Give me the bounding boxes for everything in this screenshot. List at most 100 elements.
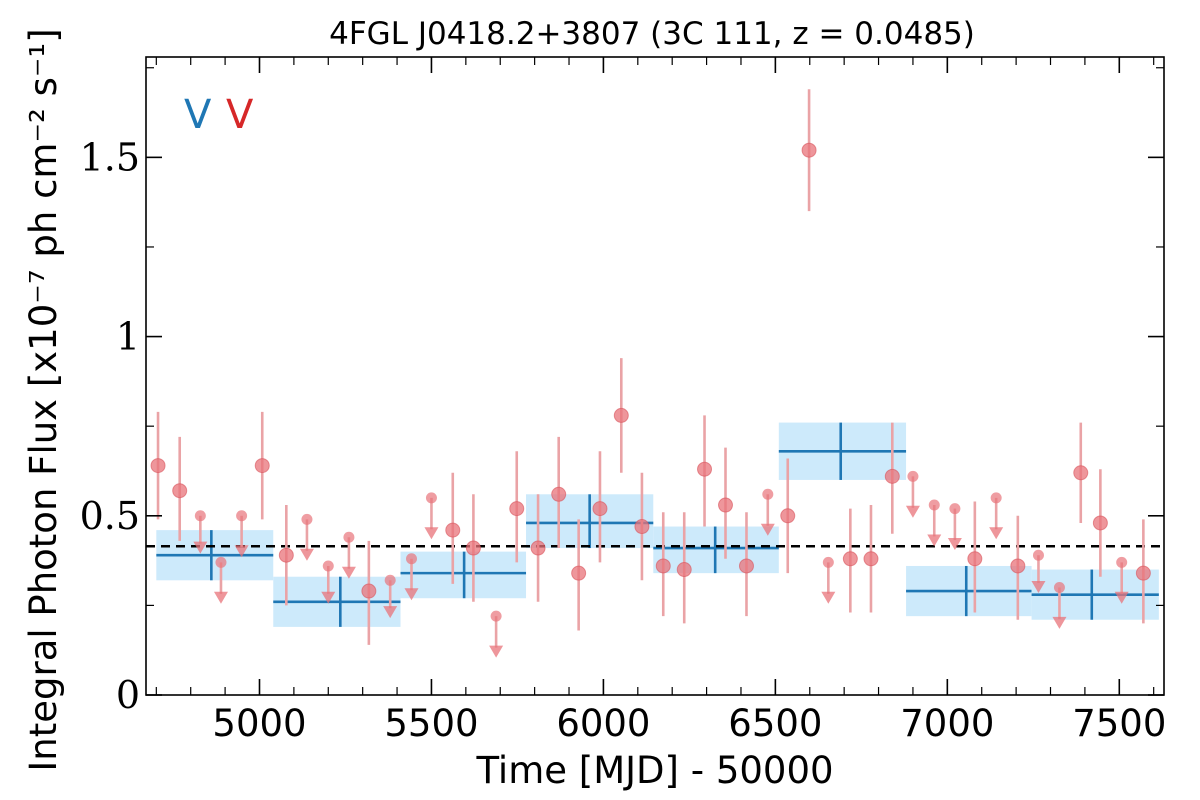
upper-limit-arrow xyxy=(1114,591,1129,604)
upper-limit-arrow xyxy=(1031,581,1046,594)
upper-limit-arrow xyxy=(989,527,1004,540)
flux-point-12 xyxy=(613,358,629,473)
y-tick-label: 0.5 xyxy=(80,494,140,538)
point-marker xyxy=(884,468,900,484)
point-marker xyxy=(571,565,587,581)
point-marker xyxy=(655,558,671,574)
y-axis-label: Integral Photon Flux [x10⁻⁷ ph cm⁻² s⁻¹] xyxy=(22,28,65,771)
upper-limit-8 xyxy=(424,492,439,540)
point-marker xyxy=(278,547,294,563)
point-marker xyxy=(465,540,481,556)
block-1 xyxy=(273,576,401,627)
upper-limit-arrow xyxy=(821,591,836,604)
upper-limit-arrow xyxy=(321,591,336,604)
upper-limit-11 xyxy=(905,470,920,518)
flux-point-6 xyxy=(465,494,481,602)
point-marker xyxy=(1010,558,1026,574)
flux-point-27 xyxy=(1092,469,1108,577)
upper-limit-16 xyxy=(1052,581,1067,629)
flux-point-10 xyxy=(571,519,587,631)
upper-limit-2 xyxy=(234,510,249,558)
upper-limit-3 xyxy=(299,513,314,561)
upper-limit-marker xyxy=(822,556,834,568)
upper-limit-arrow xyxy=(927,534,942,547)
flux-point-1 xyxy=(172,436,188,541)
flux-point-21 xyxy=(842,508,858,613)
upper-limit-marker xyxy=(301,513,313,525)
upper-limit-marker xyxy=(322,560,334,572)
point-marker xyxy=(1092,515,1108,531)
chart-title: 4FGL J0418.2+3807 (3C 111, z = 0.0485) xyxy=(329,16,975,52)
upper-limit-1 xyxy=(213,556,228,604)
flux-point-17 xyxy=(718,447,734,559)
upper-limit-marker xyxy=(1116,556,1128,568)
point-marker xyxy=(361,583,377,599)
flux-point-18 xyxy=(738,512,754,617)
flux-point-19 xyxy=(780,458,796,574)
x-tick-label: 7500 xyxy=(1072,702,1166,745)
flux-point-9 xyxy=(551,436,567,549)
flux-point-25 xyxy=(1010,515,1026,620)
point-marker xyxy=(509,501,525,517)
y-tick-label: 1.5 xyxy=(80,135,140,179)
plot-area: 5000 5500 6000 6500 7000 7500 0 0.5 1 1.5 xyxy=(80,56,1166,745)
variability-flag-blue: V xyxy=(184,92,212,138)
flux-point-16 xyxy=(697,415,713,527)
upper-limits xyxy=(193,470,1129,658)
upper-limit-arrow xyxy=(760,523,775,536)
upper-limit-marker xyxy=(194,510,206,522)
upper-limit-arrow xyxy=(404,588,419,601)
upper-limit-arrow xyxy=(234,545,249,558)
variability-flag-red: V xyxy=(226,92,254,138)
x-tick-label: 6500 xyxy=(728,702,822,745)
upper-limit-arrow xyxy=(383,606,398,619)
upper-limit-arrow xyxy=(299,548,314,561)
block-6 xyxy=(906,565,1032,617)
upper-limit-marker xyxy=(928,499,940,511)
point-marker xyxy=(738,558,754,574)
point-marker xyxy=(150,458,166,474)
block-2 xyxy=(400,551,527,599)
point-marker xyxy=(697,461,713,477)
upper-limit-15 xyxy=(1031,549,1046,594)
plot-frame xyxy=(145,56,1165,696)
upper-limit-9 xyxy=(489,610,504,658)
flux-point-13 xyxy=(634,472,650,581)
flux-point-5 xyxy=(445,472,461,584)
upper-limit-5 xyxy=(341,531,356,579)
x-axis-label: Time [MJD] - 50000 xyxy=(475,749,833,792)
flux-point-22 xyxy=(863,505,879,613)
upper-limit-marker xyxy=(907,470,919,482)
flux-point-7 xyxy=(509,451,525,563)
point-marker xyxy=(445,522,461,538)
flux-points xyxy=(150,89,1151,645)
upper-limit-14 xyxy=(989,492,1004,540)
point-marker xyxy=(1073,465,1089,481)
upper-limit-arrow xyxy=(213,591,228,604)
upper-limit-13 xyxy=(947,503,962,551)
point-marker xyxy=(780,508,796,524)
bayesian-blocks xyxy=(156,422,1159,627)
upper-limit-marker xyxy=(490,610,502,622)
x-tick-label: 7000 xyxy=(900,702,994,745)
point-marker xyxy=(592,501,608,517)
point-marker xyxy=(967,551,983,567)
flux-point-24 xyxy=(967,501,983,613)
upper-limit-marker xyxy=(384,574,396,586)
upper-limit-marker xyxy=(1053,581,1065,593)
upper-limit-17 xyxy=(1114,556,1129,604)
upper-limit-marker xyxy=(949,503,961,515)
flux-point-26 xyxy=(1073,422,1089,523)
upper-limit-arrow xyxy=(341,566,356,579)
upper-limit-arrow xyxy=(489,645,504,658)
flux-point-2 xyxy=(254,411,270,520)
upper-limit-4 xyxy=(321,560,336,604)
block-0 xyxy=(156,530,274,581)
upper-limit-arrow xyxy=(1052,616,1067,629)
point-marker xyxy=(613,407,629,423)
upper-limit-marker xyxy=(406,553,418,565)
upper-limit-7 xyxy=(404,553,419,601)
upper-limit-marker xyxy=(215,556,227,568)
point-marker xyxy=(1135,565,1151,581)
y-tick-label: 1 xyxy=(116,315,140,359)
